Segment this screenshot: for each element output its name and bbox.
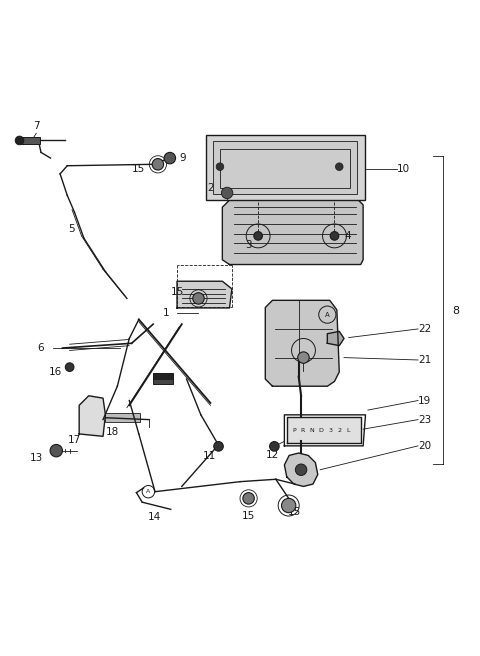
Polygon shape [79, 396, 106, 436]
Text: 5: 5 [68, 224, 74, 234]
Polygon shape [222, 200, 363, 264]
Text: 15: 15 [288, 508, 301, 518]
Bar [153, 374, 173, 379]
Text: 3: 3 [328, 428, 332, 432]
Text: L: L [347, 428, 350, 432]
Polygon shape [265, 300, 339, 386]
Bar [220, 149, 350, 188]
Text: 8: 8 [452, 306, 459, 316]
Text: 6: 6 [38, 343, 44, 353]
Text: P: P [292, 428, 296, 432]
Text: A: A [325, 312, 330, 318]
Text: 3: 3 [245, 241, 252, 251]
Circle shape [330, 232, 339, 240]
Text: 13: 13 [30, 453, 43, 462]
Text: 1: 1 [163, 308, 169, 318]
Text: 4: 4 [344, 231, 351, 241]
Circle shape [15, 136, 24, 145]
Text: 15: 15 [170, 287, 184, 297]
Text: 2: 2 [207, 183, 214, 193]
Circle shape [295, 464, 307, 476]
Bar [213, 141, 357, 194]
Text: 2: 2 [337, 428, 341, 432]
Text: 20: 20 [418, 441, 431, 451]
Text: R: R [301, 428, 305, 432]
Text: N: N [310, 428, 314, 432]
Circle shape [65, 363, 74, 371]
Text: 19: 19 [418, 396, 431, 405]
Text: D: D [319, 428, 324, 432]
Circle shape [193, 293, 204, 304]
Circle shape [336, 163, 343, 171]
Circle shape [214, 441, 223, 451]
Text: 21: 21 [418, 355, 431, 365]
Text: 12: 12 [265, 451, 278, 461]
Text: A: A [146, 489, 151, 494]
Bar [205, 134, 364, 200]
Circle shape [270, 441, 279, 451]
Circle shape [221, 187, 233, 199]
Polygon shape [327, 331, 344, 346]
Text: 15: 15 [242, 511, 255, 521]
Circle shape [50, 445, 62, 457]
Text: 22: 22 [418, 324, 431, 334]
Circle shape [254, 232, 263, 240]
Bar [20, 137, 39, 144]
Circle shape [216, 163, 224, 171]
Polygon shape [287, 417, 361, 443]
Text: 10: 10 [396, 164, 409, 174]
Circle shape [243, 493, 254, 504]
Text: 15: 15 [132, 164, 145, 174]
Circle shape [298, 352, 309, 363]
Bar [106, 413, 140, 422]
Circle shape [152, 159, 164, 170]
Polygon shape [284, 453, 318, 487]
Text: 9: 9 [180, 153, 186, 163]
Polygon shape [177, 281, 232, 308]
Text: 16: 16 [48, 367, 62, 377]
Text: 11: 11 [204, 451, 216, 461]
Text: 23: 23 [418, 415, 431, 424]
Bar [153, 373, 173, 384]
Text: 14: 14 [147, 512, 161, 522]
Circle shape [281, 499, 296, 513]
Text: 18: 18 [106, 427, 119, 437]
Text: 7: 7 [33, 121, 39, 131]
Circle shape [164, 152, 176, 164]
Text: 17: 17 [68, 435, 81, 445]
